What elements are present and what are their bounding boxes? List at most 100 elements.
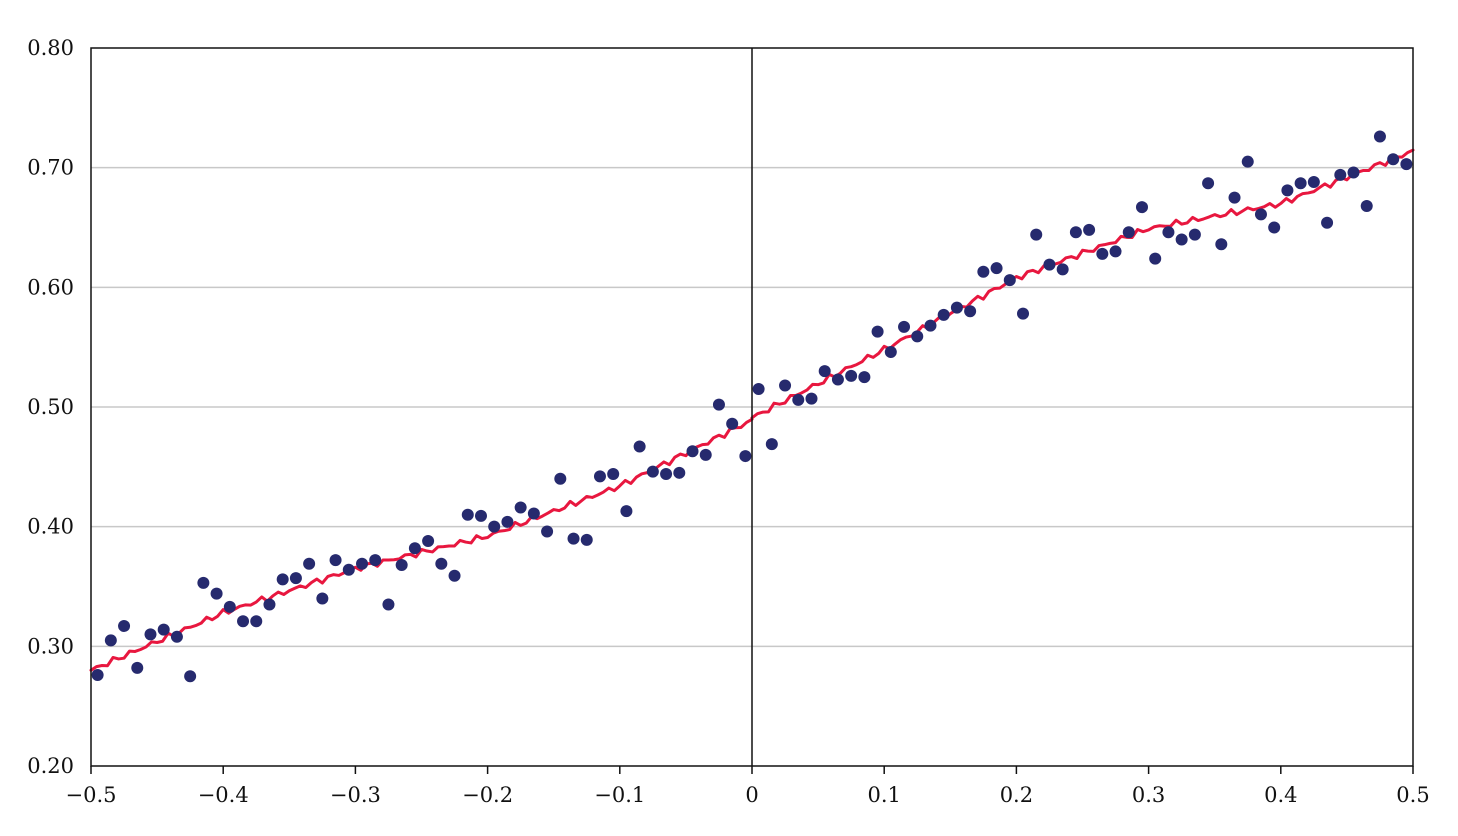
x-tick-label-8: 0.3 xyxy=(1132,783,1165,807)
x-tick-label-4: −0.1 xyxy=(594,783,645,807)
data-point-63 xyxy=(924,319,937,332)
data-point-7 xyxy=(184,670,197,683)
data-point-96 xyxy=(1360,199,1373,212)
data-point-17 xyxy=(316,592,329,605)
data-point-36 xyxy=(567,532,580,545)
data-point-42 xyxy=(646,465,659,478)
data-point-64 xyxy=(937,308,950,321)
data-point-11 xyxy=(237,615,250,628)
data-point-20 xyxy=(356,557,369,570)
data-point-41 xyxy=(633,440,646,453)
fit-lines xyxy=(89,148,1415,672)
data-point-23 xyxy=(395,558,408,571)
fit-line-segment-1 xyxy=(750,148,1415,420)
data-point-10 xyxy=(223,600,236,613)
x-tick-label-9: 0.4 xyxy=(1264,783,1297,807)
data-point-51 xyxy=(765,438,778,451)
data-point-3 xyxy=(131,661,144,674)
data-point-68 xyxy=(990,262,1003,275)
data-point-8 xyxy=(197,576,210,589)
data-point-67 xyxy=(977,265,990,278)
data-point-44 xyxy=(673,466,686,479)
data-point-47 xyxy=(712,398,725,411)
data-point-62 xyxy=(911,330,924,343)
data-point-94 xyxy=(1334,168,1347,181)
data-point-70 xyxy=(1017,307,1030,320)
y-tick-label-6: 0.80 xyxy=(27,36,74,60)
data-point-16 xyxy=(303,557,316,570)
data-point-5 xyxy=(157,623,170,636)
data-point-26 xyxy=(435,557,448,570)
x-tick-label-6: 0.1 xyxy=(867,783,900,807)
tick-labels: −0.5 −0.4 −0.3 −0.2 −0.1 0 0.1 0.2 0.3 0.4 0.5 0.20… xyxy=(27,36,1429,807)
data-point-6 xyxy=(170,630,183,643)
data-point-52 xyxy=(779,379,792,392)
data-point-15 xyxy=(289,572,302,585)
data-point-27 xyxy=(448,569,461,582)
data-point-69 xyxy=(1003,274,1016,287)
data-point-43 xyxy=(660,468,673,481)
y-tick-label-3: 0.50 xyxy=(27,395,74,419)
data-point-18 xyxy=(329,554,342,567)
data-point-88 xyxy=(1254,208,1267,221)
data-point-48 xyxy=(726,417,739,430)
data-point-24 xyxy=(408,542,421,555)
x-tick-label-3: −0.2 xyxy=(462,783,513,807)
data-point-97 xyxy=(1373,130,1386,143)
data-point-99 xyxy=(1400,158,1413,171)
data-point-81 xyxy=(1162,226,1175,239)
y-tick-label-1: 0.30 xyxy=(27,634,74,658)
data-point-25 xyxy=(422,535,435,548)
y-tick-label-4: 0.60 xyxy=(27,275,74,299)
data-point-28 xyxy=(461,508,474,521)
data-point-93 xyxy=(1321,216,1334,229)
data-point-19 xyxy=(342,563,355,576)
data-point-92 xyxy=(1307,176,1320,189)
data-point-80 xyxy=(1149,252,1162,265)
data-point-86 xyxy=(1228,191,1241,204)
data-point-87 xyxy=(1241,155,1254,168)
x-tick-label-2: −0.3 xyxy=(330,783,381,807)
y-tick-label-2: 0.40 xyxy=(27,515,74,539)
fit-line-segment-0 xyxy=(89,417,754,672)
x-tick-label-7: 0.2 xyxy=(1000,783,1033,807)
data-point-9 xyxy=(210,587,223,600)
data-point-90 xyxy=(1281,184,1294,197)
data-point-98 xyxy=(1387,153,1400,166)
data-point-89 xyxy=(1268,221,1281,234)
data-point-1 xyxy=(104,634,117,647)
data-point-66 xyxy=(964,305,977,318)
data-point-38 xyxy=(593,470,606,483)
data-point-4 xyxy=(144,628,157,641)
data-point-29 xyxy=(474,509,487,522)
y-tick-label-0: 0.20 xyxy=(27,754,74,778)
data-point-21 xyxy=(369,554,382,567)
data-points xyxy=(91,130,1413,683)
data-point-45 xyxy=(686,445,699,458)
data-point-14 xyxy=(276,573,289,586)
data-point-50 xyxy=(752,383,765,396)
y-tick-label-5: 0.70 xyxy=(27,156,74,180)
x-tick-label-10: 0.5 xyxy=(1396,783,1429,807)
data-point-39 xyxy=(607,468,620,481)
data-point-31 xyxy=(501,515,514,528)
data-point-83 xyxy=(1188,228,1201,241)
data-point-59 xyxy=(871,325,884,338)
data-point-72 xyxy=(1043,258,1056,271)
data-point-13 xyxy=(263,598,276,611)
data-point-22 xyxy=(382,598,395,611)
data-point-95 xyxy=(1347,166,1360,179)
data-point-76 xyxy=(1096,247,1109,260)
data-point-75 xyxy=(1083,223,1096,236)
data-point-0 xyxy=(91,669,104,682)
data-point-56 xyxy=(831,373,844,386)
data-point-58 xyxy=(858,371,871,384)
data-point-55 xyxy=(818,365,831,378)
data-point-65 xyxy=(950,301,963,314)
data-point-77 xyxy=(1109,245,1122,258)
data-point-60 xyxy=(884,345,897,358)
data-point-74 xyxy=(1069,226,1082,239)
x-tick-label-1: −0.4 xyxy=(198,783,249,807)
data-point-40 xyxy=(620,505,633,518)
